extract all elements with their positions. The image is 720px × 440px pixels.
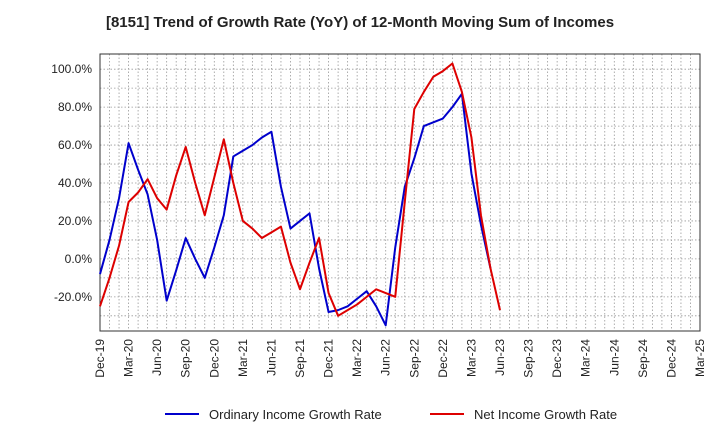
series-line-2: [99, 62, 501, 317]
x-tick-label: Jun-24: [607, 339, 621, 376]
x-tick-label: Mar-23: [464, 339, 478, 377]
x-tick-label: Jun-23: [493, 339, 507, 376]
x-tick-label: Sep-24: [636, 339, 650, 378]
x-tick-label: Jun-22: [379, 339, 393, 376]
x-tick-label: Mar-20: [122, 339, 136, 377]
y-tick-label: 20.0%: [58, 214, 92, 228]
chart-title: [8151] Trend of Growth Rate (YoY) of 12-…: [105, 14, 615, 31]
y-tick-label: 100.0%: [51, 62, 92, 76]
y-tick-label: 80.0%: [58, 100, 92, 114]
legend-label-2: Net Income Growth Rate: [474, 407, 617, 422]
x-tick-label: Jun-20: [150, 339, 164, 376]
y-tick-label: 40.0%: [58, 176, 92, 190]
x-tick-label: Dec-22: [436, 339, 450, 378]
x-tick-label: Sep-20: [179, 339, 193, 378]
x-tick-label: Jun-21: [264, 339, 278, 376]
y-tick-label: -20.0%: [54, 290, 92, 304]
x-tick-label: Dec-19: [93, 339, 107, 378]
x-tick-label: Sep-23: [522, 339, 536, 378]
x-tick-label: Sep-21: [293, 339, 307, 378]
series-line-1: [99, 92, 492, 327]
x-tick-label: Dec-20: [207, 339, 221, 378]
plot-area: [100, 54, 700, 331]
x-tick-label: Sep-22: [407, 339, 421, 378]
y-tick-label: 0.0%: [65, 252, 93, 266]
x-tick-label: Mar-22: [350, 339, 364, 377]
x-tick-label: Dec-23: [550, 339, 564, 378]
plot-border: [99, 53, 701, 332]
x-tick-label: Mar-24: [579, 339, 593, 377]
y-tick-label: 60.0%: [58, 138, 92, 152]
x-tick-label: Dec-24: [664, 339, 678, 378]
x-tick-label: Dec-21: [322, 339, 336, 378]
legend-label-1: Ordinary Income Growth Rate: [209, 407, 382, 422]
x-tick-label: Mar-25: [693, 339, 707, 377]
x-tick-label: Mar-21: [236, 339, 250, 377]
